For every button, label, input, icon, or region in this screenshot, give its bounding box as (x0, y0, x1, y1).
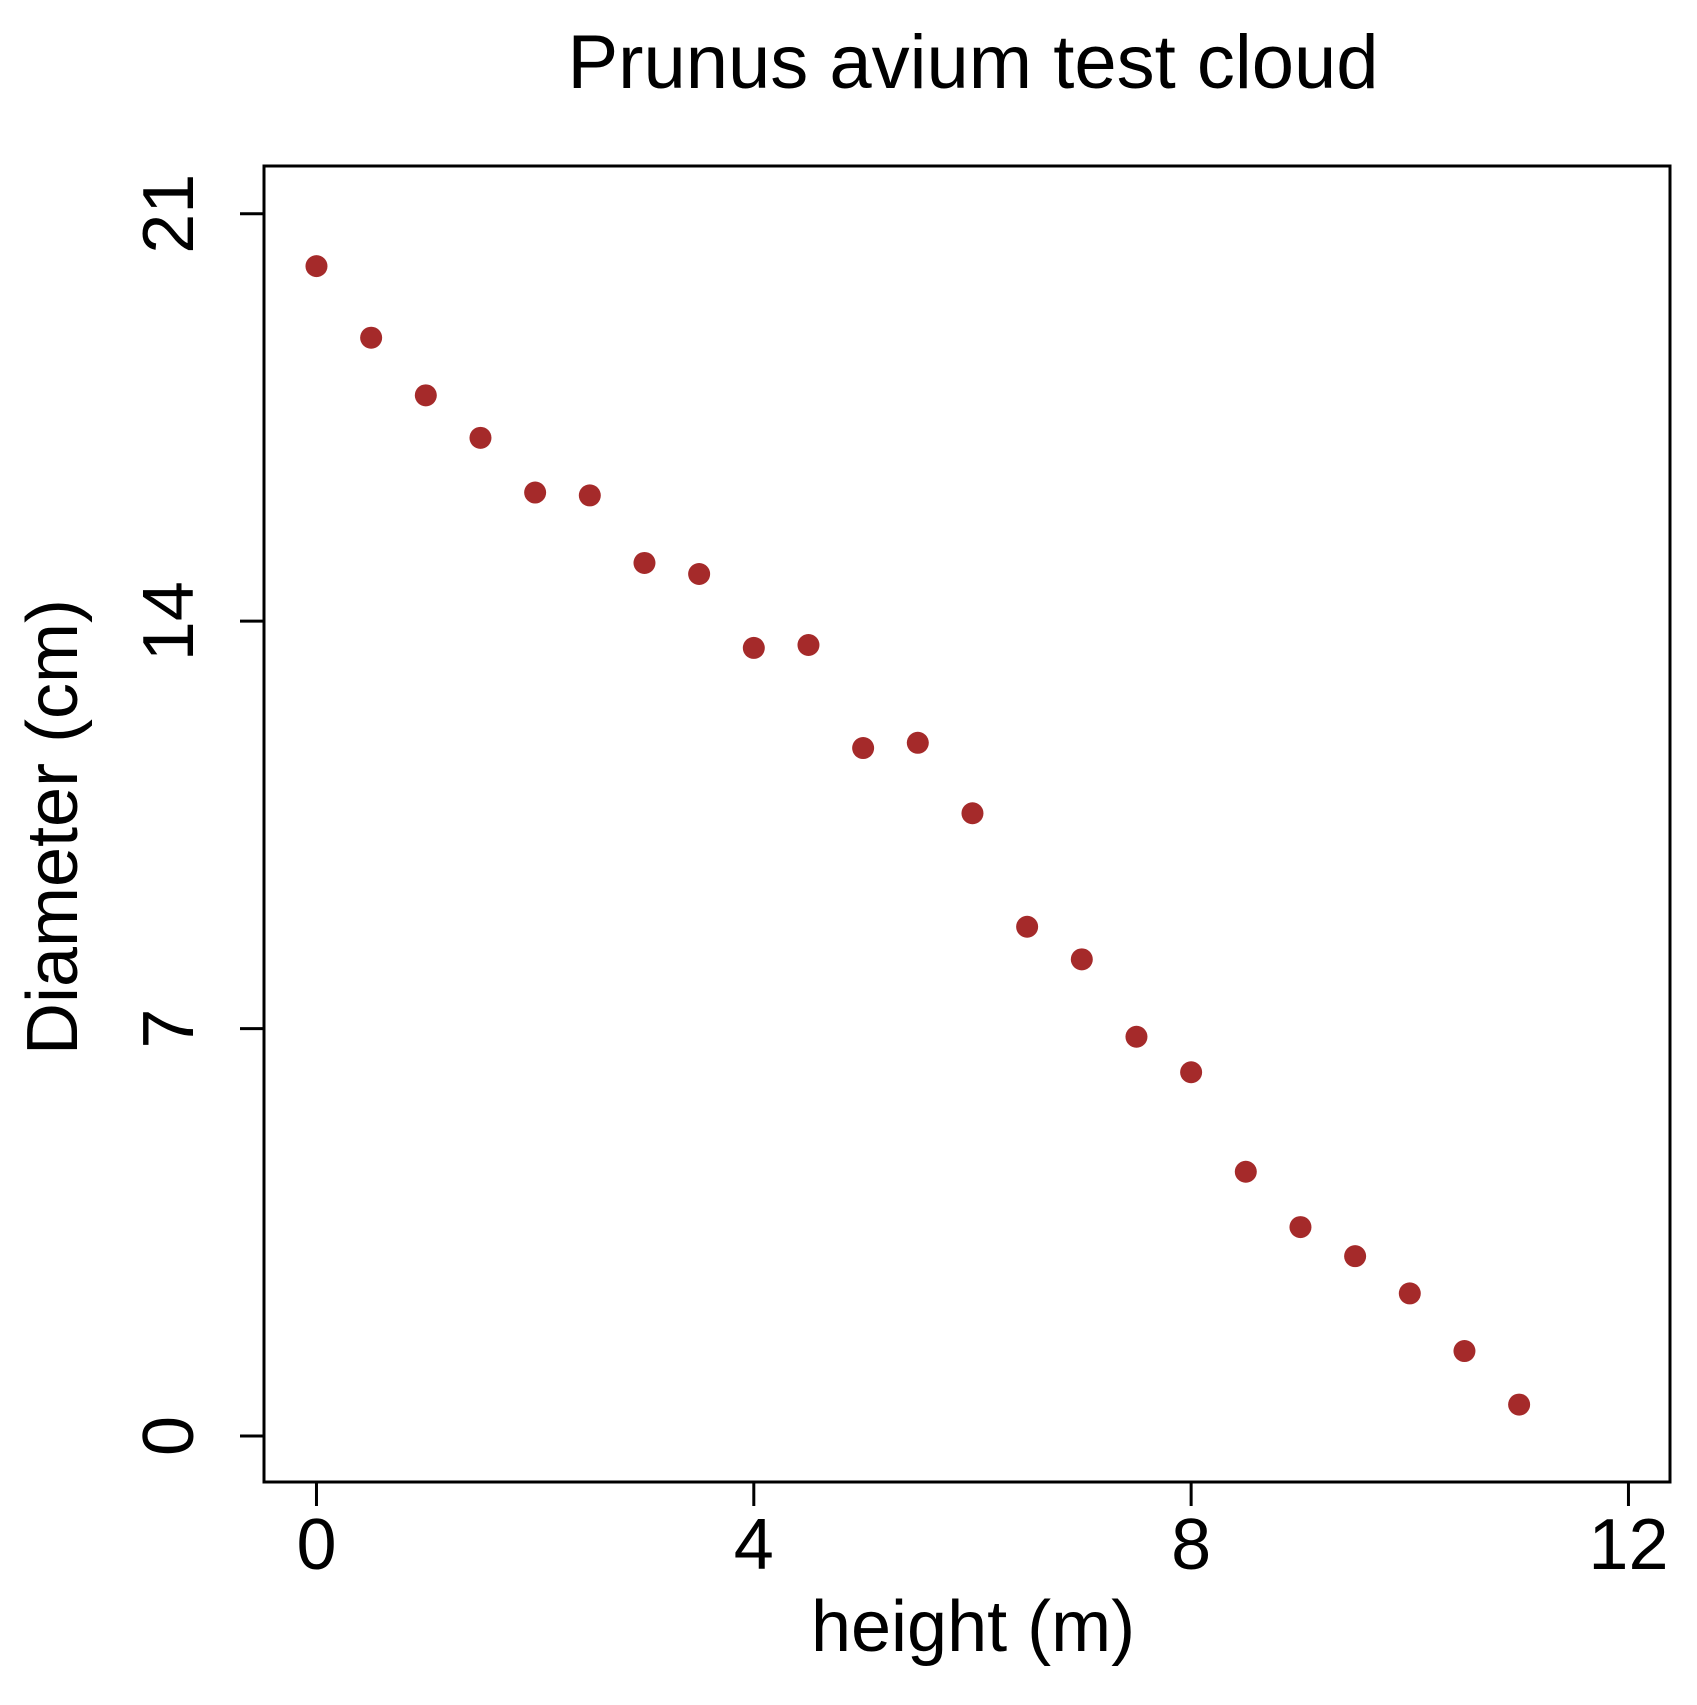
point (1289, 1216, 1312, 1239)
point (414, 384, 437, 407)
chart-title: Prunus avium test cloud (567, 20, 1378, 105)
point (305, 255, 328, 278)
point (1180, 1061, 1203, 1084)
point (906, 731, 929, 754)
point (469, 426, 492, 449)
point (578, 484, 601, 507)
point (1344, 1245, 1367, 1268)
point (742, 636, 765, 659)
point (524, 481, 547, 504)
point (797, 634, 820, 657)
point (1398, 1282, 1421, 1305)
point (1234, 1160, 1257, 1183)
y-tick-label: 7 (129, 1009, 209, 1049)
point (688, 563, 711, 586)
x-tick-label: 8 (1171, 1505, 1211, 1585)
x-tick-label: 12 (1588, 1505, 1668, 1585)
y-tick-label: 21 (129, 174, 209, 254)
point (1453, 1340, 1476, 1363)
point (633, 551, 656, 574)
point (1125, 1025, 1148, 1048)
y-axis-label: Diameter (cm) (13, 599, 93, 1055)
point (1016, 915, 1039, 938)
plot-frame (262, 164, 1672, 1484)
x-axis-label: height (m) (811, 1587, 1135, 1667)
point (1070, 948, 1093, 971)
point (360, 326, 383, 349)
point (1508, 1393, 1531, 1416)
y-tick-label: 0 (129, 1416, 209, 1456)
x-tick-label: 4 (734, 1505, 774, 1585)
x-tick-label: 0 (296, 1505, 336, 1585)
y-tick-label: 14 (129, 581, 209, 661)
point (852, 737, 875, 760)
point (961, 802, 984, 825)
